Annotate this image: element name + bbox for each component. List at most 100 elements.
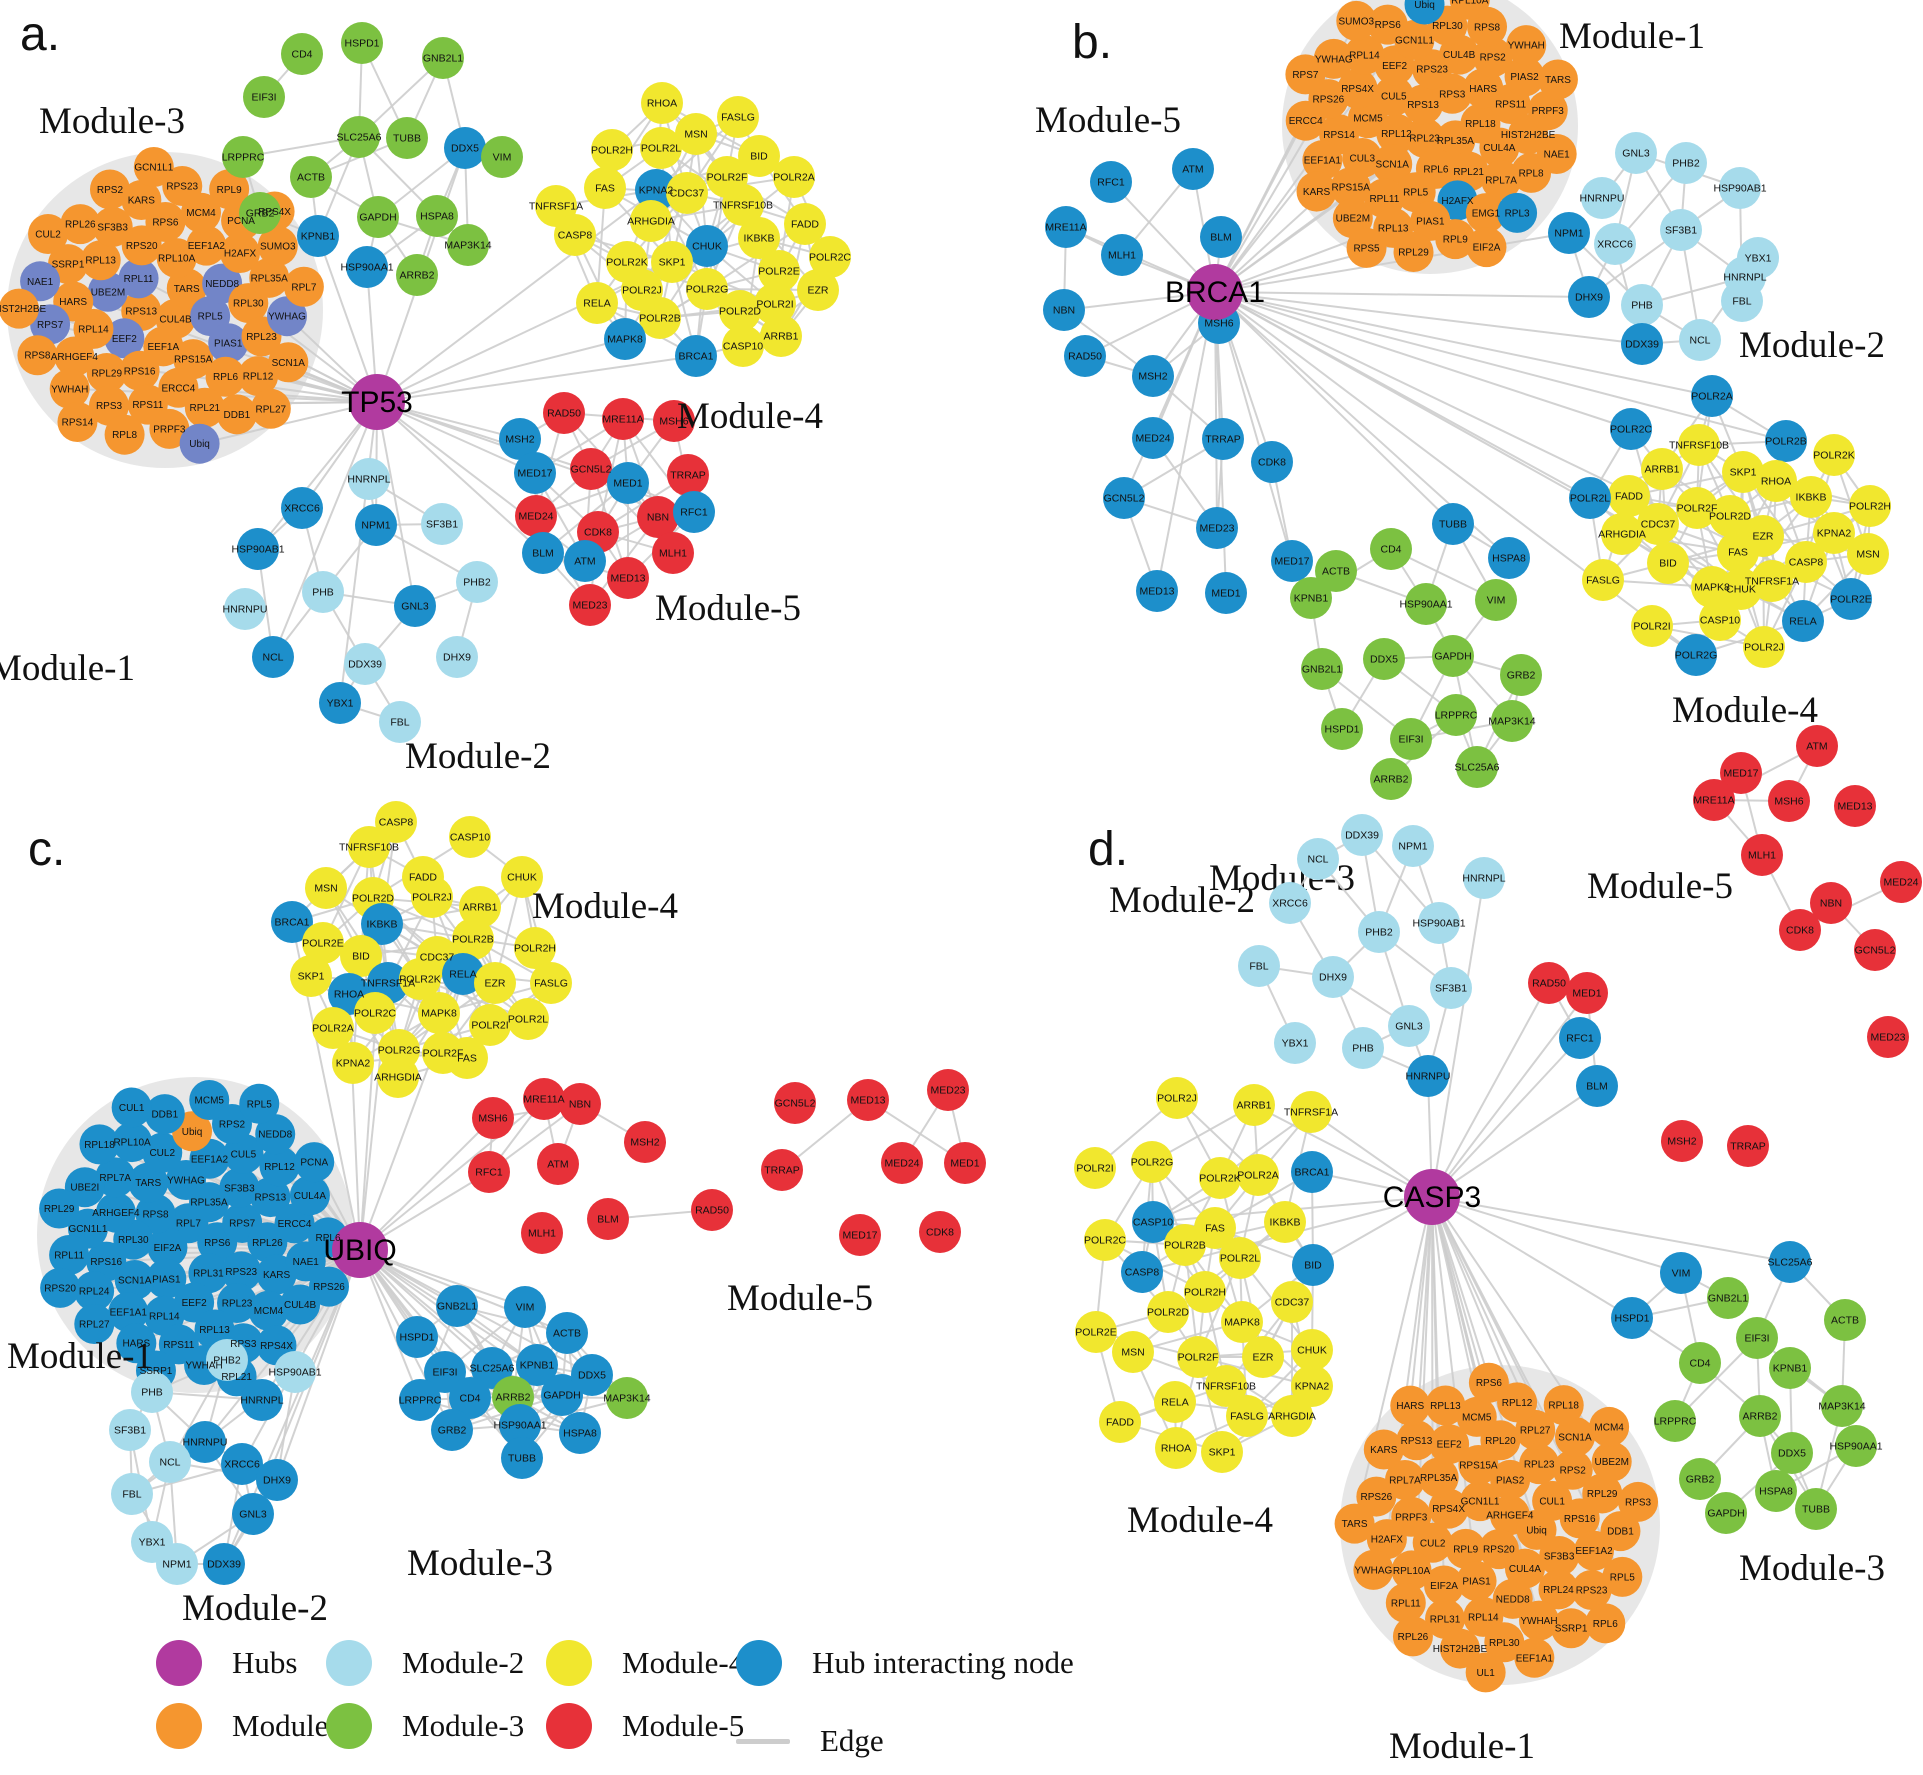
- node-tnfrsf1a: [1751, 560, 1793, 602]
- node-msh2: [499, 418, 541, 460]
- node-eef1a1: [108, 1292, 149, 1333]
- node-hsp90ab1: [274, 1351, 316, 1393]
- edge: [1214, 291, 1713, 397]
- node-arrb1: [760, 315, 802, 357]
- node-nbn: [1043, 289, 1085, 331]
- node-lrpprc: [1654, 1400, 1696, 1442]
- node-hspa8: [559, 1412, 601, 1454]
- node-polr2c: [354, 992, 396, 1034]
- edge: [376, 355, 697, 403]
- node-ywhah: [49, 368, 90, 409]
- node-ikbkb: [1790, 476, 1832, 518]
- node-hspa8: [1755, 1470, 1797, 1512]
- node-fbl: [1238, 945, 1280, 987]
- node-polr2k: [1813, 434, 1855, 476]
- node-pcna: [294, 1142, 335, 1183]
- node-msh2: [1132, 355, 1174, 397]
- node-polr2i: [754, 283, 796, 325]
- nodes-a: [0, 22, 851, 743]
- node-med24: [881, 1142, 923, 1184]
- module-label-d-module-2: Module-2: [1109, 880, 1255, 921]
- node-polr2i: [1631, 605, 1673, 647]
- node-rpl18: [79, 1124, 120, 1165]
- node-grb2: [1500, 654, 1542, 696]
- edge: [1431, 1196, 1633, 1319]
- node-rpl23: [1519, 1444, 1560, 1485]
- node-rfc1: [1090, 161, 1132, 203]
- node-rela: [1782, 600, 1824, 642]
- edge: [376, 338, 626, 403]
- node-gcn1l1: [1460, 1481, 1501, 1522]
- node-med23: [569, 584, 611, 626]
- node-mapk8: [604, 318, 646, 360]
- node-polr2h: [514, 927, 556, 969]
- node-brca1: [271, 901, 313, 943]
- node-gapdh: [357, 196, 399, 238]
- node-phb: [1342, 1027, 1384, 1069]
- node-rps23: [162, 166, 203, 207]
- node-vim: [1475, 579, 1517, 621]
- node-polr2b: [1765, 420, 1807, 462]
- module-label-c-module-1: Module-1: [7, 1336, 153, 1377]
- node-gnl3: [1388, 1005, 1430, 1047]
- node-vim: [1660, 1252, 1702, 1294]
- hub-interacting-node-swatch-icon: [736, 1640, 782, 1686]
- module-1-swatch-icon: [156, 1703, 202, 1749]
- node-bid: [1292, 1244, 1334, 1286]
- node-rfc1: [468, 1151, 510, 1193]
- edge: [359, 1098, 545, 1251]
- node-polr2d: [719, 290, 761, 332]
- edge: [1431, 1196, 1682, 1274]
- node-npm1: [355, 504, 397, 546]
- node-kpna2: [635, 169, 677, 211]
- node-tubb: [501, 1437, 543, 1479]
- node-nbn: [559, 1083, 601, 1125]
- node-gcn5l2: [774, 1082, 816, 1124]
- node-rpl27: [74, 1304, 115, 1345]
- node-hist2h2be: [1439, 1628, 1480, 1669]
- node-ncl: [252, 636, 294, 678]
- node-mlh1: [652, 532, 694, 574]
- node-mlh1: [1741, 834, 1783, 876]
- node-npm1: [1548, 212, 1590, 254]
- hub-node-casp3: [1404, 1169, 1460, 1225]
- node-map3k14: [606, 1377, 648, 1419]
- node-ube2m: [1591, 1441, 1632, 1482]
- node-tnfrsf10b: [1205, 1365, 1247, 1407]
- edge: [1431, 1037, 1581, 1198]
- node-sf3b3: [1539, 1536, 1580, 1577]
- node-rpl12: [259, 1146, 300, 1187]
- node-polr2i: [1074, 1147, 1116, 1189]
- hub-node-ubiq: [332, 1222, 388, 1278]
- node-rps2: [89, 169, 130, 210]
- node-cul2: [142, 1132, 183, 1173]
- node-rpl29: [86, 353, 127, 394]
- node-rad50: [543, 392, 585, 434]
- node-gnl3: [1615, 132, 1657, 174]
- module-label-d-module-5: Module-5: [1587, 866, 1733, 907]
- node-dhx9: [1312, 956, 1354, 998]
- node-tars: [128, 1162, 169, 1203]
- node-mcm4: [1589, 1406, 1630, 1447]
- node-hnrnpu: [1407, 1055, 1449, 1097]
- node-h2afx: [1366, 1519, 1407, 1560]
- node-ddx5: [1363, 638, 1405, 680]
- node-rpl6: [1585, 1603, 1626, 1644]
- node-hnrnpu: [184, 1421, 226, 1463]
- legend-label: Module-2: [402, 1645, 525, 1680]
- node-xrcc6: [281, 487, 323, 529]
- node-casp8: [375, 801, 417, 843]
- node-scn1a: [268, 342, 309, 383]
- node-med24: [1880, 861, 1922, 903]
- edge: [1431, 1196, 1518, 1403]
- node-msh6: [472, 1097, 514, 1139]
- node-kpna2: [332, 1042, 374, 1084]
- node-ddx39: [1621, 323, 1663, 365]
- node-rps13: [1396, 1420, 1437, 1461]
- node-hnrnpu: [1581, 177, 1623, 219]
- node-polr2f: [1676, 487, 1718, 529]
- edge: [1431, 1196, 1791, 1263]
- node-arrb2: [1370, 758, 1412, 800]
- node-eif3i: [424, 1351, 466, 1393]
- node-slc25a6: [1456, 746, 1498, 788]
